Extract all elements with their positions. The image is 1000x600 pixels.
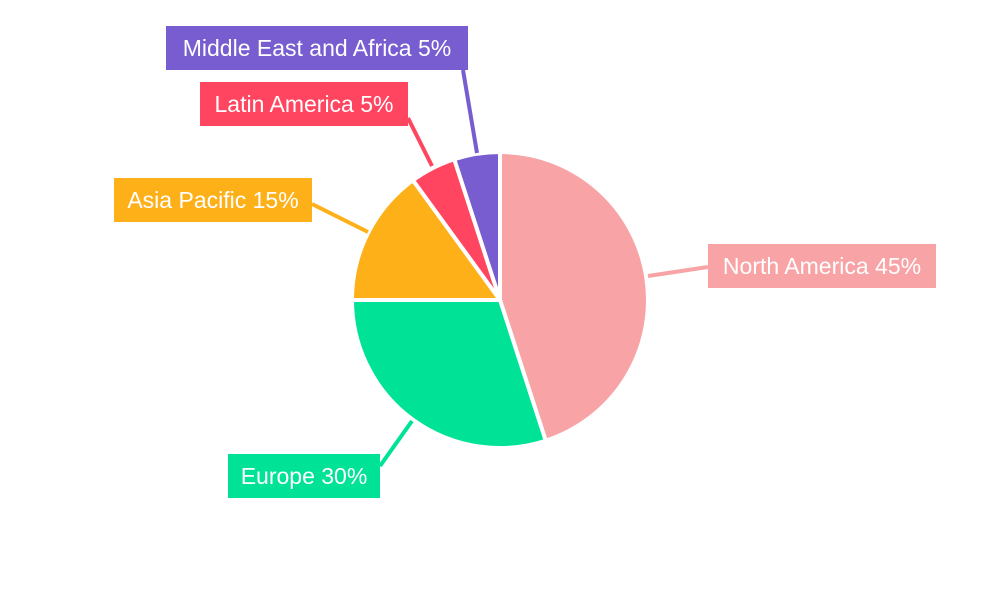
pie-slice-middle-east-and-africa[interactable] (452, 150, 502, 302)
data-label-box (708, 244, 936, 288)
data-label-box (114, 178, 312, 222)
data-label-box (200, 82, 408, 126)
leader-line-europe (378, 419, 414, 468)
pie-slice-asia-pacific[interactable] (350, 178, 502, 302)
pie-slice-north-america[interactable] (498, 150, 650, 443)
data-label-europe: Europe 30% (228, 454, 380, 498)
leader-line-latin-america (406, 117, 434, 167)
data-label-latin-america: Latin America 5% (200, 82, 408, 126)
data-label-text: North America 45% (723, 253, 921, 279)
data-label-box (228, 454, 380, 498)
data-label-asia-pacific: Asia Pacific 15% (114, 178, 312, 222)
data-label-middle-east-and-africa: Middle East and Africa 5% (166, 26, 468, 70)
data-label-box (166, 26, 468, 70)
data-label-north-america: North America 45% (708, 244, 936, 288)
data-label-text: Middle East and Africa 5% (183, 35, 451, 61)
leader-line-middle-east-and-africa (461, 69, 479, 154)
leader-line-asia-pacific (311, 202, 369, 234)
leader-line-north-america (647, 265, 709, 278)
data-label-text: Europe 30% (241, 463, 368, 489)
data-label-text: Latin America 5% (215, 91, 394, 117)
data-label-text: Asia Pacific 15% (127, 187, 298, 213)
pie-slice-europe[interactable] (350, 298, 548, 450)
